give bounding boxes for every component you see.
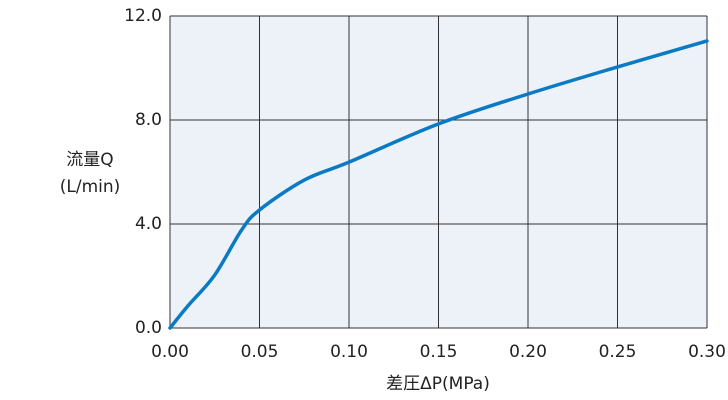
y-tick-label: 0.0 — [135, 318, 162, 338]
y-tick-label: 4.0 — [135, 214, 162, 234]
y-tick-label: 12.0 — [124, 6, 162, 26]
x-tick-label: 0.10 — [330, 342, 368, 362]
x-axis-label: 差圧ΔP(MPa) — [386, 374, 490, 394]
y-axis-label: (L/min) — [60, 177, 121, 197]
x-tick-label: 0.00 — [151, 342, 189, 362]
x-tick-label: 0.20 — [509, 342, 547, 362]
y-tick-label: 8.0 — [135, 110, 162, 130]
data-line — [168, 39, 709, 330]
x-tick-label: 0.25 — [599, 342, 637, 362]
x-tick-label: 0.05 — [241, 342, 279, 362]
x-tick-label: 0.15 — [420, 342, 458, 362]
y-axis-label: 流量Q — [66, 150, 113, 170]
x-tick-label: 0.30 — [688, 342, 726, 362]
